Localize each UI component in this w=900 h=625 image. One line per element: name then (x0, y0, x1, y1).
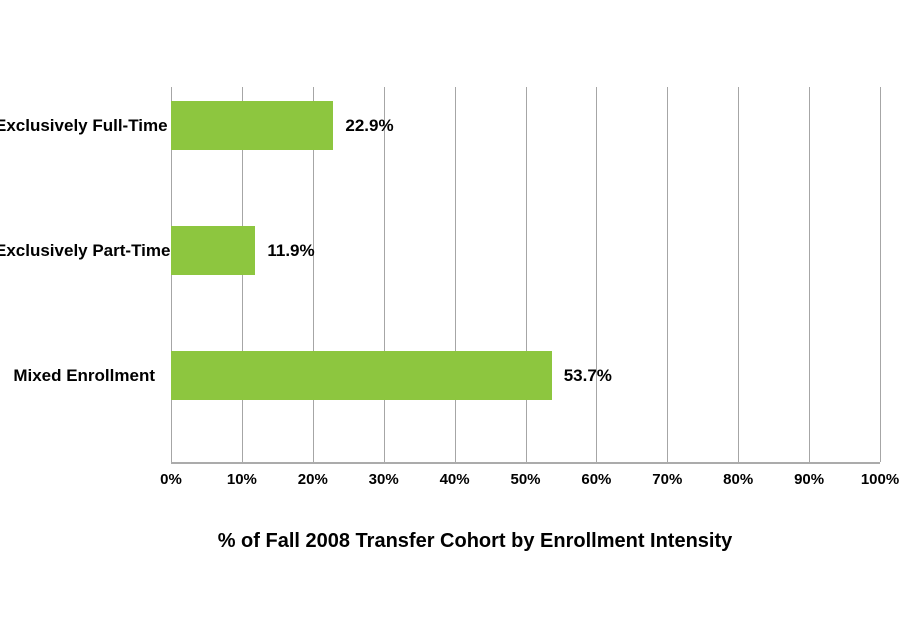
category-label-2: Exclusively Part-Time (0, 241, 171, 260)
gridline-90% (809, 87, 811, 462)
x-tick-label-30%: 30% (368, 471, 399, 488)
x-tick-label-50%: 50% (510, 471, 541, 488)
gridline-70% (667, 87, 669, 462)
x-tick-label-40%: 40% (439, 471, 470, 488)
gridline-40% (454, 87, 456, 462)
x-tick-label-0%: 0% (160, 471, 182, 488)
x-tick-label-60%: 60% (581, 471, 612, 488)
value-label-3: 53.7% (563, 366, 612, 385)
bar-1 (171, 101, 334, 150)
plot-area: 22.9% 11.9% 53.7% (171, 87, 881, 464)
gridline-50% (525, 87, 527, 462)
gridline-20% (312, 87, 314, 462)
gridline-100% (880, 87, 881, 462)
value-label-1: 22.9% (345, 116, 394, 135)
category-label-1: Exclusively Full-Time (0, 116, 168, 135)
x-tick-label-10%: 10% (226, 471, 257, 488)
bar-2 (171, 226, 256, 275)
x-tick-label-80%: 80% (723, 471, 754, 488)
value-label-2: 11.9% (267, 241, 315, 260)
x-tick-label-20%: 20% (297, 471, 328, 488)
gridline-30% (383, 87, 385, 462)
x-tick-label-90%: 90% (794, 471, 825, 488)
x-axis-title: % of Fall 2008 Transfer Cohort by Enroll… (217, 530, 733, 552)
gridline-60% (596, 87, 598, 462)
x-tick-label-100%: 100% (860, 471, 900, 488)
x-tick-label-70%: 70% (652, 471, 683, 488)
gridline-80% (738, 87, 740, 462)
category-label-3: Mixed Enrollment (13, 366, 155, 385)
bar-3 (171, 351, 552, 400)
